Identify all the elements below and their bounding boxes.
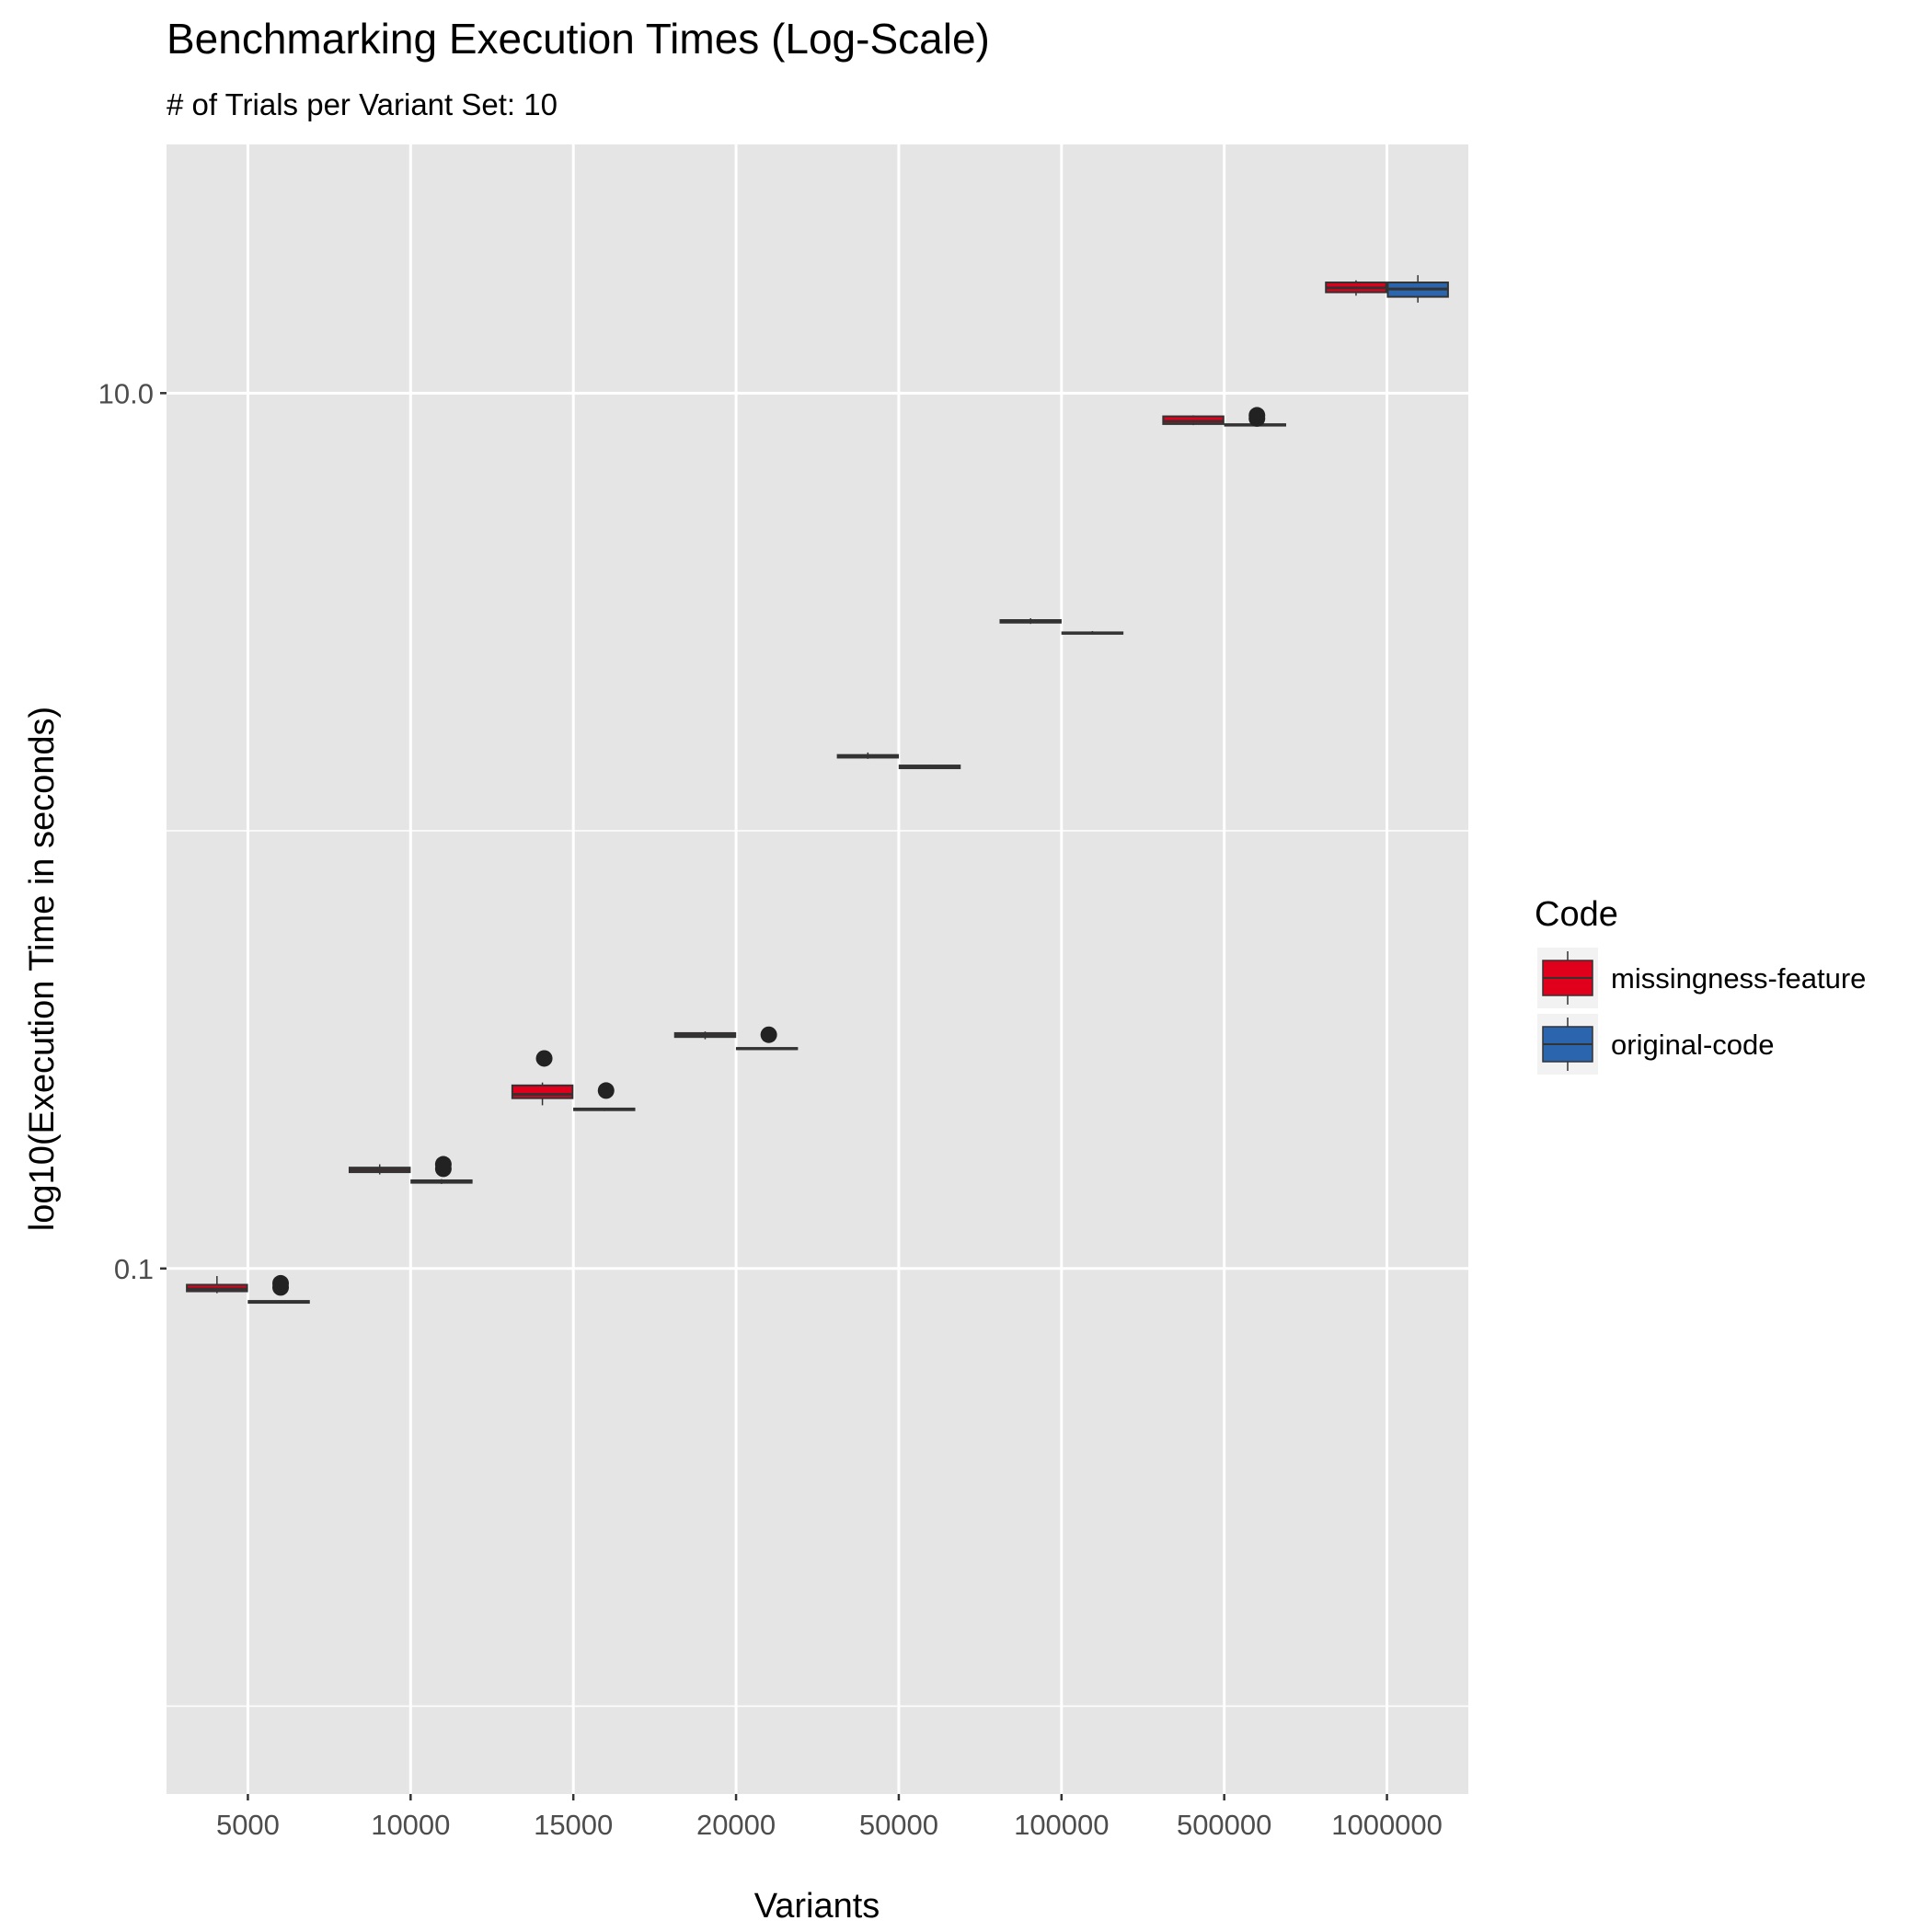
legend-label: original-code xyxy=(1611,1029,1775,1061)
box-outlier-point xyxy=(535,1050,553,1067)
legend: Code missingness-feature original-code xyxy=(1535,895,1866,1075)
box-outlier-point xyxy=(434,1156,452,1173)
x-axis-title: Variants xyxy=(754,1887,880,1926)
x-tick-label: 1000000 xyxy=(1331,1809,1443,1841)
x-tick-label: 15000 xyxy=(534,1809,613,1841)
y-tick-label: 0.1 xyxy=(114,1253,154,1285)
y-axis: 0.1 10.0 xyxy=(98,377,167,1285)
box-outlier-point xyxy=(597,1082,615,1099)
x-tick-label: 20000 xyxy=(696,1809,776,1841)
plot-panel xyxy=(167,144,1468,1794)
x-axis: 5000 10000 15000 20000 50000 100000 500000 1000… xyxy=(216,1794,1443,1841)
gridlines xyxy=(167,144,1468,1794)
box-outlier-point xyxy=(760,1026,777,1043)
legend-label: missingness-feature xyxy=(1611,962,1866,995)
chart-title: Benchmarking Execution Times (Log-Scale) xyxy=(167,15,990,63)
box-outlier-point xyxy=(1248,407,1266,424)
x-tick-label: 50000 xyxy=(859,1809,938,1841)
box-body xyxy=(511,1084,574,1099)
x-tick-label: 100000 xyxy=(1014,1809,1109,1841)
boxplots xyxy=(186,275,1449,1305)
x-tick-label: 500000 xyxy=(1177,1809,1271,1841)
y-axis-title: log10(Execution Time in seconds) xyxy=(23,707,62,1231)
legend-entries: missingness-feature original-code xyxy=(1537,948,1866,1075)
y-tick-label: 10.0 xyxy=(98,377,154,409)
legend-title: Code xyxy=(1535,895,1618,934)
chart-subtitle: # of Trials per Variant Set: 10 xyxy=(167,87,558,121)
x-tick-label: 10000 xyxy=(371,1809,450,1841)
x-tick-label: 5000 xyxy=(216,1809,280,1841)
box-outlier-point xyxy=(272,1274,290,1292)
